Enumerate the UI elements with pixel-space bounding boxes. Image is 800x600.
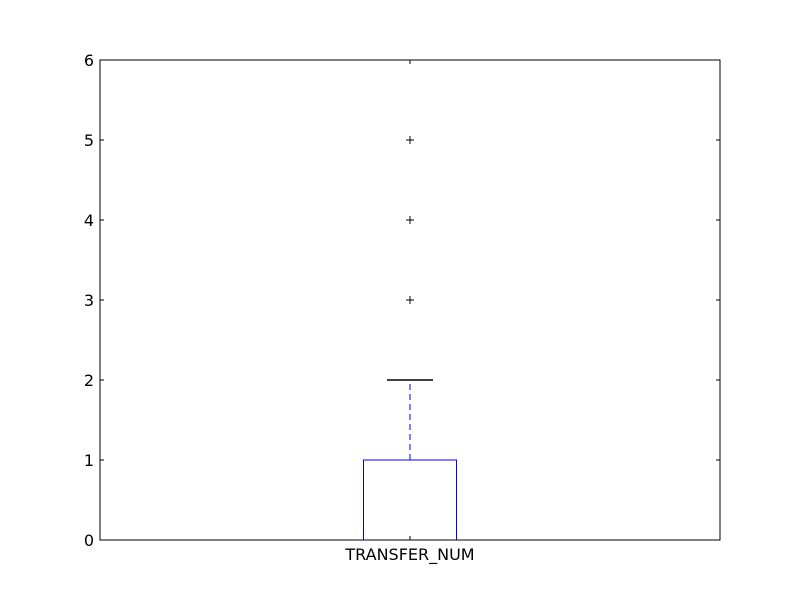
y-tick-label: 3 (84, 291, 94, 310)
labels-layer: 0 1 2 3 4 5 6 TRANSFER_NUM (84, 51, 475, 565)
outlier-point (406, 216, 414, 224)
y-tick-label: 0 (84, 531, 94, 550)
y-tick-label: 1 (84, 451, 94, 470)
outlier-point (406, 296, 414, 304)
x-tick-label: TRANSFER_NUM (344, 545, 474, 565)
y-tick-label: 2 (84, 371, 94, 390)
y-tick-label: 5 (84, 131, 94, 150)
y-tick-label: 6 (84, 51, 94, 70)
y-tick-label: 4 (84, 211, 94, 230)
plot-frame (99, 59, 721, 541)
outlier-point (406, 136, 414, 144)
